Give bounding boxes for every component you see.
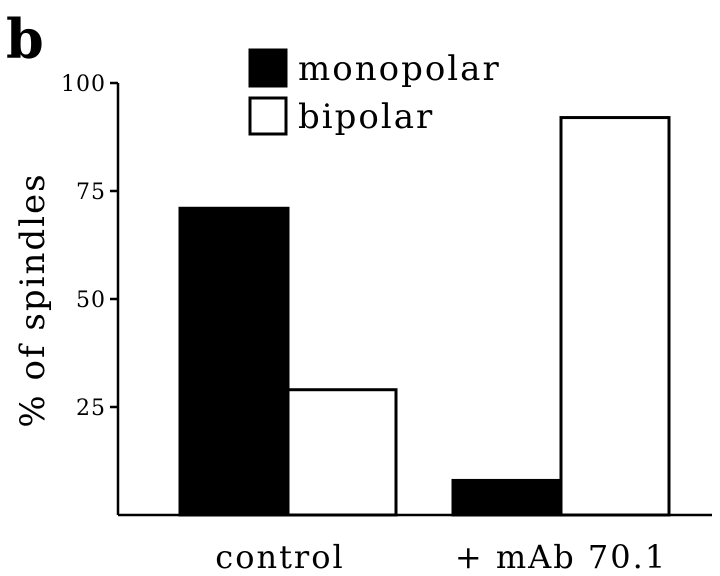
bar-bipolar <box>559 116 671 517</box>
legend: monopolar bipolar <box>248 48 501 137</box>
panel-label: b <box>6 7 44 71</box>
x-axis: control + mAb 70.1 <box>118 513 712 576</box>
bar-monopolar <box>178 206 290 517</box>
bars-group <box>178 116 671 517</box>
legend-label: monopolar <box>298 49 501 89</box>
y-tick-label: 100 <box>61 72 106 97</box>
y-tick-label: 50 <box>76 288 106 313</box>
y-axis-title: % of spindles <box>13 172 53 427</box>
x-category-label: + mAb 70.1 <box>455 538 667 576</box>
y-tick-label: 75 <box>76 180 106 205</box>
bar-monopolar <box>451 478 563 517</box>
y-axis: 25 50 75 100 <box>61 72 120 515</box>
y-tick-label: 25 <box>76 396 106 421</box>
x-category-label: control <box>215 538 344 576</box>
bar-bipolar <box>286 388 398 517</box>
legend-swatch <box>248 48 288 88</box>
legend-swatch <box>248 96 288 136</box>
legend-label: bipolar <box>298 97 434 137</box>
